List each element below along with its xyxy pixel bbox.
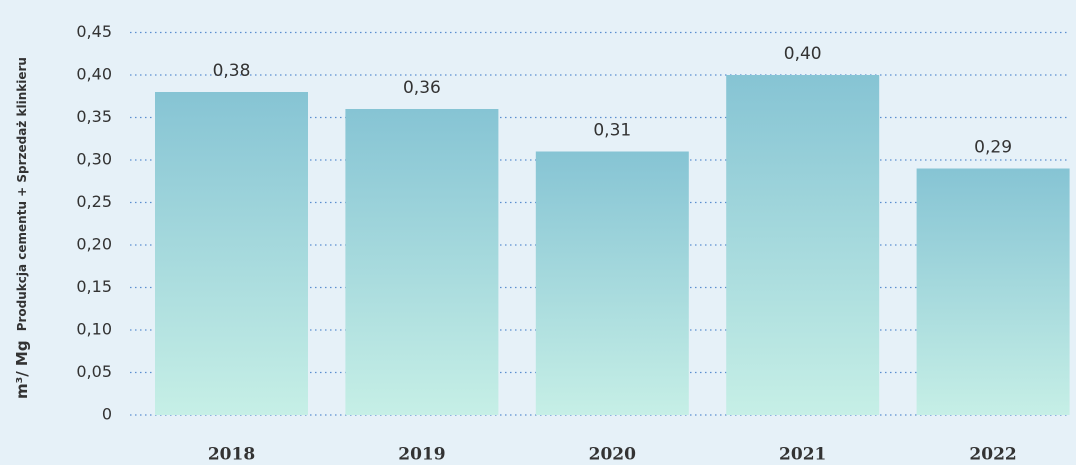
y-tick-label: 0,40 bbox=[76, 65, 112, 84]
value-label: 0,31 bbox=[593, 121, 631, 141]
y-axis-label: m³/ Mg Produkcja cementu + Sprzedaż klin… bbox=[12, 57, 31, 399]
y-tick-label: 0,20 bbox=[76, 235, 112, 254]
bar bbox=[726, 75, 880, 415]
x-tick-label: 2019 bbox=[398, 445, 445, 465]
y-tick-label: 0,25 bbox=[76, 192, 112, 211]
x-tick-label: 2020 bbox=[589, 445, 636, 465]
value-label: 0,36 bbox=[403, 78, 441, 98]
bar bbox=[535, 151, 689, 415]
x-tick-label: 2022 bbox=[969, 445, 1016, 465]
x-tick-label: 2021 bbox=[779, 445, 826, 465]
y-tick-label: 0 bbox=[102, 405, 112, 424]
y-label-unit: m³/ Mg bbox=[13, 340, 31, 399]
bar bbox=[345, 109, 499, 415]
y-tick-label: 0,05 bbox=[76, 362, 112, 381]
x-tick-label: 2018 bbox=[208, 445, 255, 465]
value-label: 0,40 bbox=[784, 44, 822, 64]
value-label: 0,38 bbox=[213, 61, 251, 81]
y-tick-label: 0,15 bbox=[76, 277, 112, 296]
value-label: 0,29 bbox=[974, 138, 1012, 158]
bar bbox=[916, 168, 1070, 415]
y-tick-label: 0,10 bbox=[76, 320, 112, 339]
y-label-desc: Produkcja cementu + Sprzedaż klinkieru bbox=[15, 57, 29, 331]
y-tick-label: 0,45 bbox=[76, 22, 112, 41]
bar bbox=[155, 92, 308, 415]
y-tick-label: 0,30 bbox=[76, 150, 112, 169]
y-tick-label: 0,35 bbox=[76, 107, 112, 126]
